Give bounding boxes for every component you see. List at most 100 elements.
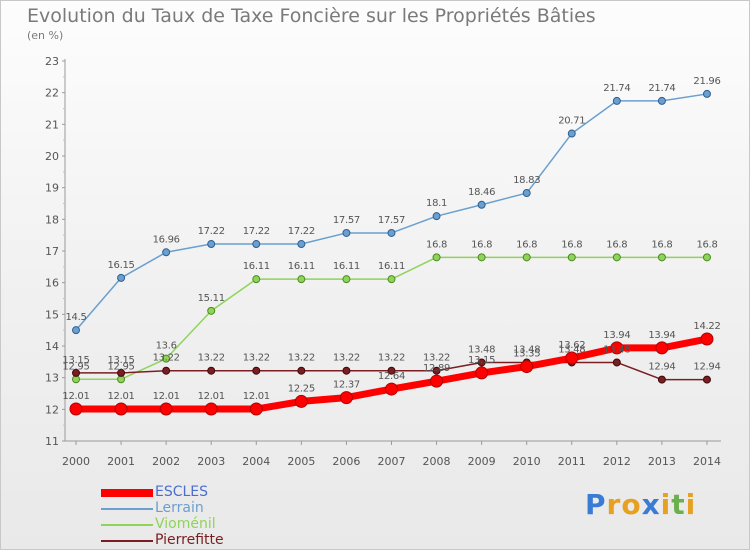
data-point [657,96,666,105]
data-label: 16.15 [107,260,134,271]
data-point [72,326,80,335]
data-label: 16.11 [333,261,360,272]
x-tick-label: 2014 [693,455,721,468]
data-point [252,240,261,249]
data-label: 17.22 [243,226,270,237]
data-point [69,402,83,416]
x-tick-label: 2002 [152,455,180,468]
x-tick-label: 2005 [287,455,315,468]
data-label: 12.25 [288,383,315,394]
data-label: 13.62 [558,340,585,351]
data-label: 13.48 [468,344,495,355]
x-tick-label: 2012 [603,455,631,468]
data-label: 13.48 [603,344,630,355]
data-point [612,253,621,262]
data-label: 13.94 [603,330,630,341]
chart-subtitle: (en %) [27,29,64,42]
data-point [204,402,218,416]
brand-letter: o [621,488,642,521]
data-label: 13.94 [648,330,675,341]
legend-label: Pierrefitte [155,532,224,548]
brand-letter: t [671,488,686,521]
data-point [475,366,489,380]
data-point [477,200,486,209]
data-label: 12.94 [693,362,720,373]
data-point [567,129,576,138]
data-label: 12.01 [62,391,89,402]
legend-item: ESCLES [101,484,341,501]
y-tick-label: 16 [45,277,59,290]
data-label: 18.1 [426,198,447,209]
data-point [657,253,666,262]
data-point [387,228,396,237]
data-label: 13.15 [468,355,495,366]
y-tick-label: 19 [45,182,59,195]
legend-swatch [101,489,153,497]
data-label: 12.37 [333,380,360,391]
data-label: 13.22 [378,353,405,364]
y-tick-label: 15 [45,308,59,321]
data-label: 21.96 [693,76,720,87]
data-point [702,253,711,262]
data-label: 20.71 [558,116,585,127]
data-point [207,240,216,249]
legend-item: Lerrain [101,500,341,517]
data-point [384,382,398,396]
data-label: 16.8 [561,239,582,250]
data-point [387,366,396,375]
x-tick-label: 2006 [332,455,360,468]
data-point [159,402,173,416]
legend-swatch [101,540,153,542]
data-label: 12.01 [107,391,134,402]
data-label: 16.11 [243,261,270,272]
chart-title: Evolution du Taux de Taxe Foncière sur l… [27,5,596,27]
data-label: 13.48 [513,344,540,355]
data-label: 18.83 [513,175,540,186]
data-point [297,366,306,375]
y-tick-label: 14 [45,340,59,353]
data-point [162,248,171,257]
y-tick-label: 20 [45,150,59,163]
data-point [114,402,128,416]
data-label: 21.74 [648,83,675,94]
data-point [252,275,261,284]
brand-letter: P [585,488,607,521]
data-label: 17.22 [198,226,225,237]
data-label: 13.35 [513,349,540,360]
data-point [612,96,621,105]
data-label: 21.74 [603,83,630,94]
data-point [249,402,263,416]
y-tick-label: 18 [45,213,59,226]
data-label: 13.22 [288,353,315,364]
data-point [655,341,669,355]
brand-letter: r [606,488,622,521]
data-point [522,253,531,262]
data-point [477,358,486,367]
data-point [72,368,80,377]
data-point [565,351,579,365]
data-label: 12.94 [648,362,675,373]
legend: ESCLES Lerrain Vioménil Pierrefitte [101,484,341,549]
brand-logo: Proxiti [585,488,696,521]
data-point [162,354,171,363]
x-tick-label: 2004 [242,455,270,468]
data-label: 16.8 [516,239,537,250]
y-tick-label: 12 [45,403,59,416]
data-point [702,89,711,98]
data-point [610,341,624,355]
data-label: 13.22 [198,353,225,364]
data-point [567,253,576,262]
data-point [432,212,441,221]
data-label: 17.57 [333,215,360,226]
y-tick-label: 13 [45,372,59,385]
x-tick-label: 2001 [107,455,135,468]
x-tick-label: 2011 [558,455,586,468]
data-label: 13.22 [333,353,360,364]
brand-letter: x [641,488,661,521]
brand-letter: i [685,488,697,521]
data-label: 13.22 [243,353,270,364]
x-tick-label: 2000 [62,455,90,468]
y-tick-label: 21 [45,118,59,131]
